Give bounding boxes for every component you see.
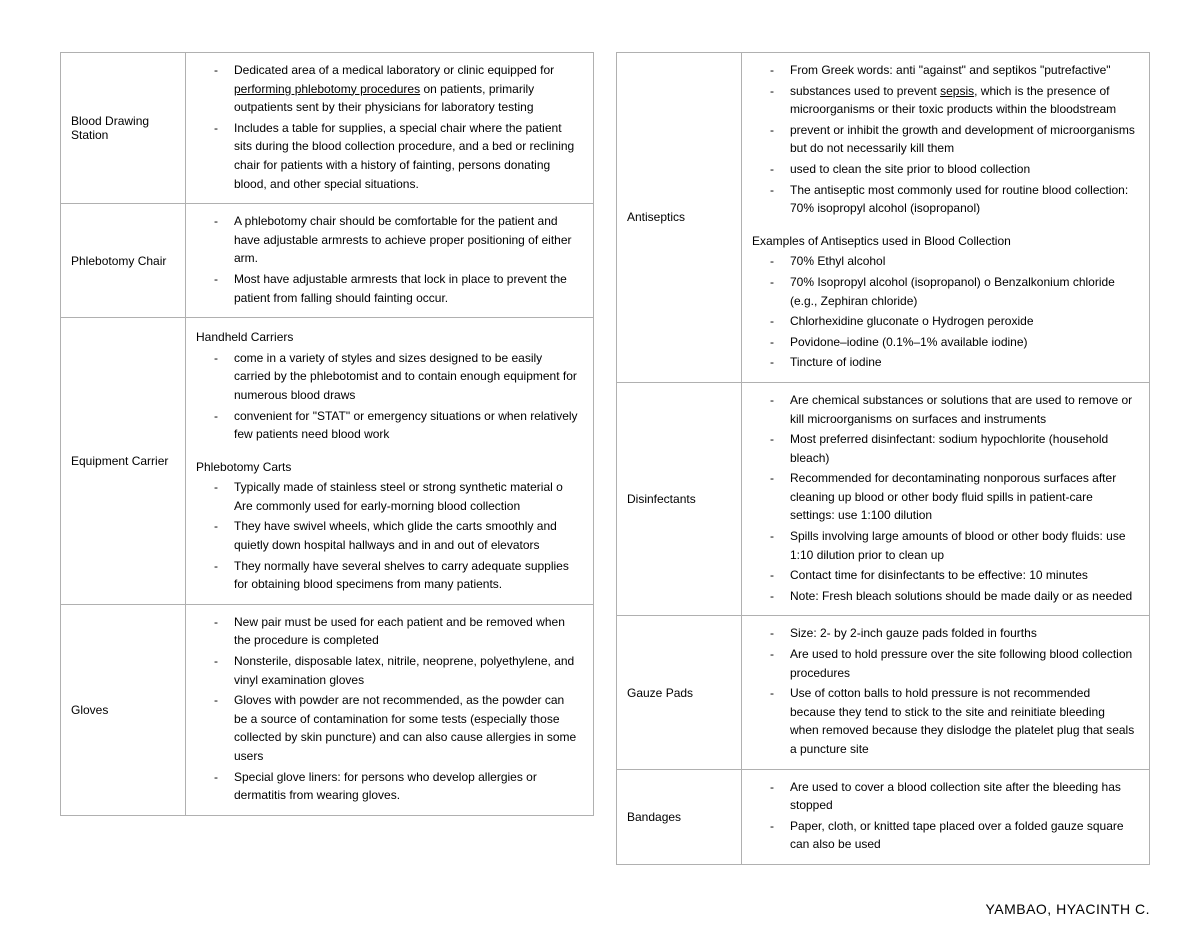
right-table: Antiseptics From Greek words: anti "again… [616, 52, 1150, 865]
table-row: Equipment Carrier Handheld Carriers come i… [61, 318, 594, 605]
definition-cell: Dedicated area of a medical laboratory o… [186, 53, 594, 204]
left-column: Blood Drawing Station Dedicated area of a… [60, 52, 594, 816]
term-cell: Gloves [61, 604, 186, 815]
bullet-list: come in a variety of styles and sizes de… [196, 349, 583, 446]
table-row: Disinfectants Are chemical substances or … [617, 382, 1150, 616]
bullet-list: 70% Ethyl alcohol70% Isopropyl alcohol (… [752, 252, 1139, 374]
list-item: Paper, cloth, or knitted tape placed ove… [780, 817, 1139, 856]
definition-cell: From Greek words: anti "against" and sep… [742, 53, 1150, 383]
list-item: Note: Fresh bleach solutions should be m… [780, 587, 1139, 608]
list-item: 70% Isopropyl alcohol (isopropanol) o Be… [780, 273, 1139, 312]
section-heading: Phlebotomy Carts [196, 458, 583, 477]
list-item: They have swivel wheels, which glide the… [224, 517, 583, 556]
list-item: A phlebotomy chair should be comfortable… [224, 212, 583, 270]
table-row: Gauze Pads Size: 2- by 2-inch gauze pads … [617, 616, 1150, 769]
table-row: Gloves New pair must be used for each pat… [61, 604, 594, 815]
term-cell: Gauze Pads [617, 616, 742, 769]
list-item: Most preferred disinfectant: sodium hypo… [780, 430, 1139, 469]
term-cell: Bandages [617, 769, 742, 864]
section-heading: Handheld Carriers [196, 328, 583, 347]
list-item: convenient for "STAT" or emergency situa… [224, 407, 583, 446]
bullet-list: From Greek words: anti "against" and sep… [752, 61, 1139, 220]
definition-cell: Are used to cover a blood collection sit… [742, 769, 1150, 864]
list-item: Spills involving large amounts of blood … [780, 527, 1139, 566]
list-item: Includes a table for supplies, a special… [224, 119, 583, 195]
list-item: Contact time for disinfectants to be eff… [780, 566, 1139, 587]
list-item: substances used to prevent sepsis, which… [780, 82, 1139, 121]
definition-cell: Size: 2- by 2-inch gauze pads folded in … [742, 616, 1150, 769]
bullet-list: Are used to cover a blood collection sit… [752, 778, 1139, 856]
definition-cell: Are chemical substances or solutions tha… [742, 382, 1150, 616]
list-item: used to clean the site prior to blood co… [780, 160, 1139, 181]
definition-cell: New pair must be used for each patient a… [186, 604, 594, 815]
left-table: Blood Drawing Station Dedicated area of a… [60, 52, 594, 816]
bullet-list: A phlebotomy chair should be comfortable… [196, 212, 583, 309]
list-item: Use of cotton balls to hold pressure is … [780, 684, 1139, 760]
table-row: Bandages Are used to cover a blood collec… [617, 769, 1150, 864]
list-item: Recommended for decontaminating nonporou… [780, 469, 1139, 527]
list-item: They normally have several shelves to ca… [224, 557, 583, 596]
list-item: Gloves with powder are not recommended, … [224, 691, 583, 767]
bullet-list: Typically made of stainless steel or str… [196, 478, 583, 596]
term-cell: Disinfectants [617, 382, 742, 616]
table-row: Blood Drawing Station Dedicated area of a… [61, 53, 594, 204]
list-item: New pair must be used for each patient a… [224, 613, 583, 652]
list-item: Special glove liners: for persons who de… [224, 768, 583, 807]
page: Blood Drawing Station Dedicated area of a… [0, 0, 1200, 893]
list-item: 70% Ethyl alcohol [780, 252, 1139, 273]
list-item: prevent or inhibit the growth and develo… [780, 121, 1139, 160]
bullet-list: New pair must be used for each patient a… [196, 613, 583, 807]
table-row: Antiseptics From Greek words: anti "again… [617, 53, 1150, 383]
list-item: Typically made of stainless steel or str… [224, 478, 583, 517]
list-item: Most have adjustable armrests that lock … [224, 270, 583, 309]
bullet-list: Are chemical substances or solutions tha… [752, 391, 1139, 608]
list-item: come in a variety of styles and sizes de… [224, 349, 583, 407]
list-item: Size: 2- by 2-inch gauze pads folded in … [780, 624, 1139, 645]
list-item: From Greek words: anti "against" and sep… [780, 61, 1139, 82]
list-item: Dedicated area of a medical laboratory o… [224, 61, 583, 119]
section-heading: Examples of Antiseptics used in Blood Co… [752, 232, 1139, 251]
term-cell: Equipment Carrier [61, 318, 186, 605]
term-cell: Blood Drawing Station [61, 53, 186, 204]
list-item: Are used to hold pressure over the site … [780, 645, 1139, 684]
definition-cell: Handheld Carriers come in a variety of st… [186, 318, 594, 605]
list-item: Nonsterile, disposable latex, nitrile, n… [224, 652, 583, 691]
list-item: Chlorhexidine gluconate o Hydrogen perox… [780, 312, 1139, 333]
attribution: YAMBAO, HYACINTH C. [0, 893, 1200, 917]
list-item: Are used to cover a blood collection sit… [780, 778, 1139, 817]
bullet-list: Size: 2- by 2-inch gauze pads folded in … [752, 624, 1139, 760]
table-row: Phlebotomy Chair A phlebotomy chair shoul… [61, 204, 594, 318]
list-item: The antiseptic most commonly used for ro… [780, 181, 1139, 220]
list-item: Tincture of iodine [780, 353, 1139, 374]
list-item: Povidone–iodine (0.1%–1% available iodin… [780, 333, 1139, 354]
term-cell: Antiseptics [617, 53, 742, 383]
list-item: Are chemical substances or solutions tha… [780, 391, 1139, 430]
term-cell: Phlebotomy Chair [61, 204, 186, 318]
definition-cell: A phlebotomy chair should be comfortable… [186, 204, 594, 318]
right-column: Antiseptics From Greek words: anti "again… [616, 52, 1150, 865]
bullet-list: Dedicated area of a medical laboratory o… [196, 61, 583, 195]
